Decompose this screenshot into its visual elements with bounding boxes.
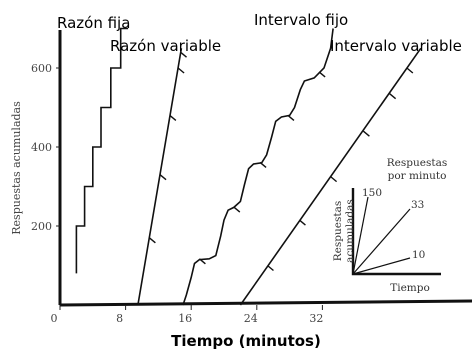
series-intervalo-variable-mark	[406, 67, 414, 74]
inset-rate-150: 150	[362, 187, 382, 199]
y-tick-label: 200	[31, 220, 52, 233]
series-lines	[75, 27, 422, 306]
inset-rate-10: 10	[412, 249, 425, 261]
x-tick-label: 16	[178, 312, 192, 325]
series-intervalo-fijo-mark	[259, 161, 267, 168]
series-intervalo-variable-mark	[267, 264, 274, 272]
series-intervalo-variable-mark	[362, 130, 370, 137]
inset-ray-10	[352, 257, 411, 275]
inset-ray-150	[352, 196, 369, 275]
series-labels: Razón fija Razón variable Intervalo fijo In…	[57, 11, 462, 55]
series-intervalo-fijo-line	[182, 28, 334, 306]
series-razon-variable-mark	[148, 237, 156, 244]
x-ticks: 0 8 16 24 32	[51, 305, 323, 325]
series-intervalo-fijo-mark	[287, 114, 295, 121]
y-axis-title: Respuestas acumuladas	[10, 101, 23, 235]
series-label-razon-variable: Razón variable	[110, 37, 221, 55]
series-razon-fija-line	[75, 27, 129, 274]
series-razon-variable-mark	[159, 174, 167, 181]
inset-ray-33	[352, 208, 411, 275]
y-tick-label: 400	[31, 141, 52, 154]
series-intervalo-variable-mark	[389, 93, 397, 100]
series-intervalo-fijo-mark	[233, 206, 241, 213]
x-tick-label: 32	[309, 312, 323, 325]
inset-title: Respuestas por minuto	[387, 157, 447, 182]
series-intervalo-fijo-mark	[318, 71, 326, 78]
axes	[58, 30, 473, 307]
y-ticks: 200 400 600	[31, 62, 60, 233]
series-intervalo-variable-mark	[298, 219, 306, 226]
x-axis-title: Tiempo (minutos)	[171, 332, 321, 350]
inset-rate-33: 33	[411, 199, 424, 211]
series-label-intervalo-fijo: Intervalo fijo	[254, 11, 348, 29]
series-razon-variable-mark	[180, 51, 187, 58]
x-tick-label: 24	[244, 312, 258, 325]
inset-y-label: Respuestasacumuladas	[332, 199, 356, 263]
series-razon-variable-line	[137, 48, 183, 306]
series-label-razon-fija: Razón fija	[57, 14, 130, 32]
x-axis	[59, 299, 473, 307]
series-razon-variable-mark	[169, 114, 177, 121]
x-tick-label: 0	[51, 312, 58, 325]
series-intervalo-fijo-mark	[198, 258, 206, 265]
series-intervalo-variable-mark	[330, 176, 338, 183]
rate-inset: 150 33 10 Respuestas por minuto Respuesta…	[332, 157, 447, 294]
series-razon-variable-mark	[177, 67, 185, 74]
inset-x-label: Tiempo	[390, 282, 430, 294]
series-label-intervalo-variable: Intervalo variable	[330, 37, 462, 55]
x-tick-label: 8	[116, 312, 123, 325]
y-tick-label: 600	[31, 62, 52, 75]
